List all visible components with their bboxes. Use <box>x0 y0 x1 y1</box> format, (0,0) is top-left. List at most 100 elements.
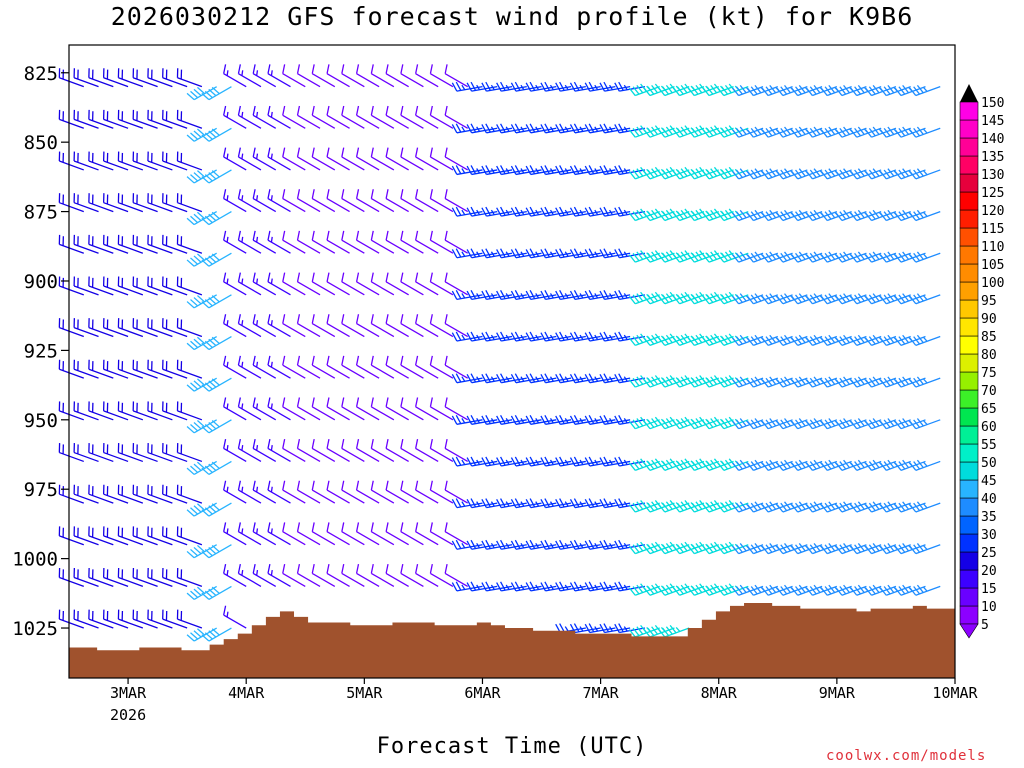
barb-flag <box>865 129 873 138</box>
credit-link[interactable]: coolwx.com/models <box>826 748 987 764</box>
barb-half-flag <box>226 403 229 409</box>
barb-staff <box>311 73 336 88</box>
barb-flag <box>868 169 876 178</box>
barb-flag <box>193 172 202 180</box>
barb-flag <box>721 86 729 95</box>
barb-flag <box>662 461 670 470</box>
barb-flag <box>204 132 213 140</box>
barb-staff <box>162 493 188 504</box>
barb-flag <box>780 294 788 303</box>
barb-flag <box>252 563 256 574</box>
barb-flag <box>894 170 902 180</box>
barb-staff <box>738 127 764 138</box>
barb-flag <box>769 334 777 344</box>
wind-barb <box>132 109 158 129</box>
barb-flag <box>754 376 762 385</box>
barb-staff <box>371 489 395 504</box>
barb-flag <box>839 502 847 512</box>
barb-flag <box>791 379 799 388</box>
barb-flag <box>673 587 681 596</box>
barb-flag <box>795 336 802 345</box>
barb-staff <box>753 544 779 555</box>
barb-staff <box>900 252 926 263</box>
wind-barb <box>865 418 897 430</box>
barb-flag <box>211 253 220 261</box>
barb-flag <box>628 462 636 471</box>
barb-flag <box>429 147 433 158</box>
barb-staff <box>444 322 469 338</box>
barb-flag <box>739 501 747 510</box>
barb-flag <box>204 507 213 515</box>
barb-flag <box>628 254 636 263</box>
barb-staff <box>856 544 882 555</box>
barb-flag <box>916 501 924 510</box>
wind-barb <box>400 397 424 421</box>
barb-flag <box>429 189 433 199</box>
barb-flag <box>673 337 681 346</box>
barb-staff <box>415 406 439 421</box>
barb-flag <box>687 337 695 346</box>
barb-flag <box>721 336 729 345</box>
colorbar-cell <box>959 551 979 571</box>
barb-flag <box>643 587 651 596</box>
barb-flag <box>444 272 448 282</box>
barb-staff <box>635 585 660 596</box>
barb-staff <box>282 114 306 129</box>
wind-barb <box>879 376 911 388</box>
barb-flag <box>710 376 718 385</box>
colorbar-label: 25 <box>981 546 997 561</box>
barb-flag <box>618 290 624 299</box>
barb-flag <box>618 373 624 383</box>
barb-flag <box>680 418 688 427</box>
barb-flag <box>913 211 921 220</box>
barb-flag <box>680 209 688 219</box>
barb-half-flag <box>623 584 628 590</box>
barb-flag <box>481 290 487 300</box>
barb-flag <box>769 543 777 552</box>
barb-staff <box>619 210 646 217</box>
wind-barb <box>385 147 409 171</box>
barb-half-flag <box>609 209 613 216</box>
barb-flag <box>614 582 620 592</box>
barb-flag <box>643 254 651 263</box>
barb-flag <box>717 254 725 263</box>
wind-barb <box>117 401 144 421</box>
barb-staff <box>767 544 793 555</box>
wind-barb <box>776 543 808 555</box>
barb-staff <box>444 198 469 213</box>
barb-staff <box>826 544 852 555</box>
barb-staff <box>753 419 779 430</box>
barb-flag <box>710 418 718 427</box>
barb-flag <box>651 584 659 593</box>
barb-staff <box>326 447 350 463</box>
wind-barb <box>58 234 84 254</box>
barb-staff <box>238 447 262 463</box>
barb-staff <box>177 202 203 213</box>
barb-staff <box>915 169 941 180</box>
wind-barb <box>746 501 779 513</box>
barb-staff <box>649 460 675 471</box>
barb-half-flag <box>490 293 495 299</box>
barb-staff <box>371 239 395 254</box>
barb-flag <box>868 211 876 220</box>
barb-flag <box>341 355 345 366</box>
barb-flag <box>643 212 651 221</box>
wind-barb <box>806 209 838 222</box>
barb-flag <box>223 605 227 616</box>
wind-barb <box>673 541 705 555</box>
barb-staff <box>708 377 734 388</box>
barb-flag <box>544 373 550 383</box>
barb-staff <box>132 493 158 504</box>
barb-staff <box>797 294 823 305</box>
barb-flag <box>761 170 769 180</box>
barb-flag <box>865 295 873 305</box>
barb-flag <box>676 211 684 220</box>
wind-barb <box>102 526 129 546</box>
barb-staff <box>400 73 424 88</box>
barb-staff <box>223 322 247 338</box>
barb-staff <box>444 281 469 296</box>
wind-barb <box>820 376 852 388</box>
wind-barb <box>341 397 365 421</box>
barb-half-flag <box>490 459 495 465</box>
barb-flag <box>326 272 330 282</box>
